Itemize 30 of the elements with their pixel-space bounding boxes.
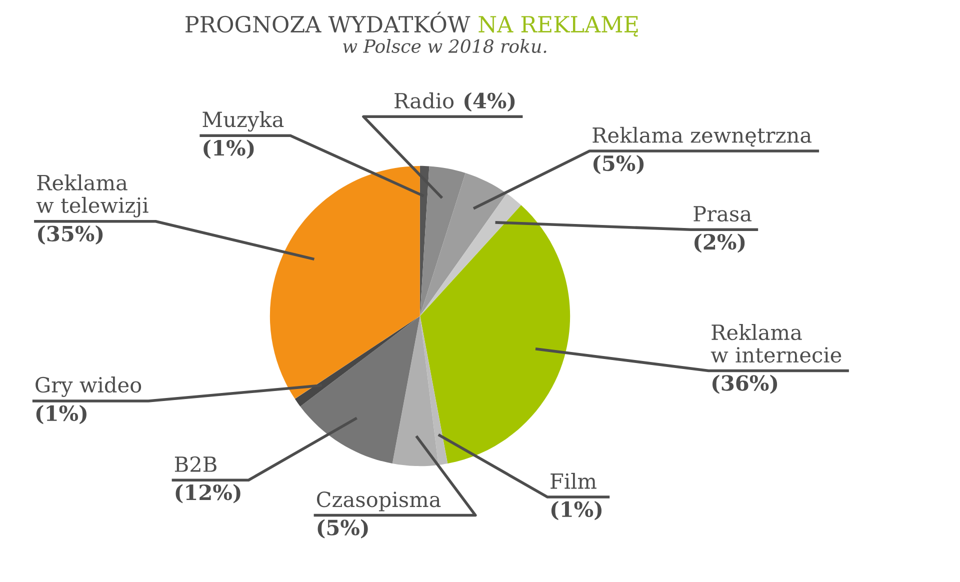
pie-slice: [392, 316, 438, 466]
pie-slice: [420, 166, 466, 316]
slice-label: Czasopisma: [316, 491, 441, 512]
slice-label: Reklama zewnętrzna: [592, 126, 812, 147]
pie-slice: [420, 172, 507, 316]
pie-slice: [420, 194, 522, 316]
chart-title: PROGNOZA WYDATKÓW NA REKLAMĘ: [186, 12, 638, 37]
data-label: (36%): [712, 374, 778, 394]
data-label: (1%): [551, 501, 602, 520]
slice-label: B2B: [174, 456, 216, 472]
pie-slice: [420, 316, 448, 465]
slice-label: Radio: [394, 92, 454, 109]
pie-slice: [270, 166, 420, 399]
slice-label: Muzyka: [202, 111, 284, 132]
slice-label: Reklama w internecie: [710, 324, 842, 363]
slice-label: Prasa: [694, 206, 752, 222]
data-label: (12%): [176, 484, 240, 504]
slice-label: Reklama w telewizji: [36, 174, 148, 218]
pie-slice: [300, 316, 420, 464]
pie-slice: [420, 205, 570, 464]
chart-subtitle: w Polsce w 2018 roku.: [343, 38, 546, 53]
slice-label: Gry wideo: [36, 376, 142, 397]
slice-label: Film: [550, 472, 596, 489]
data-label: (35%): [38, 225, 103, 244]
data-label: (2%): [694, 234, 745, 253]
data-label: (5%): [318, 519, 368, 538]
data-label: (5%): [594, 155, 644, 174]
data-label: (1%): [204, 140, 254, 159]
data-label: (4%): [464, 92, 515, 112]
data-label: (1%): [36, 404, 86, 424]
